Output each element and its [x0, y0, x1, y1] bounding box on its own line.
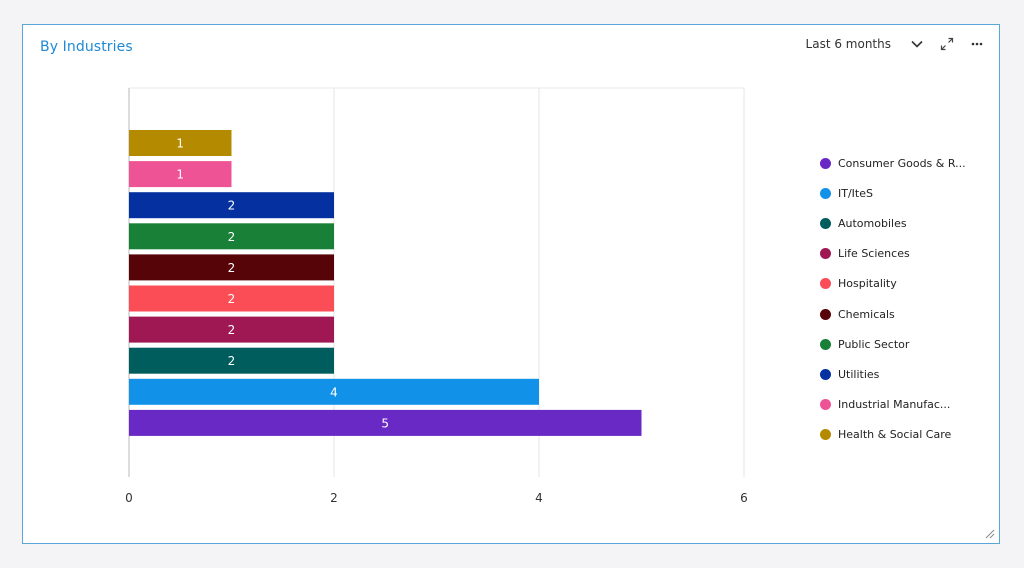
bars-layer: 1 1 2 2 2 2 2 2 4 5 — [129, 130, 642, 436]
bar[interactable] — [129, 409, 642, 436]
x-tick-label: 2 — [330, 491, 338, 505]
card-title: By Industries — [40, 39, 133, 55]
bar[interactable] — [129, 192, 334, 219]
legend-swatch — [820, 308, 831, 320]
legend-label: Utilities — [838, 367, 880, 381]
bar[interactable] — [129, 347, 334, 374]
legend-swatch — [820, 429, 831, 441]
legend-swatch — [820, 338, 831, 350]
card-toolbar: Last 6 months — [806, 34, 985, 54]
bar-value-label: 2 — [228, 354, 236, 368]
legend-label: Life Sciences — [838, 247, 910, 261]
chart-legend: Consumer Goods & R... IT/IteS Automobiles L… — [820, 148, 990, 450]
bar[interactable] — [129, 161, 232, 188]
bar[interactable] — [129, 285, 334, 312]
legend-item[interactable]: Industrial Manufac... — [820, 390, 990, 420]
legend-label: Hospitality — [838, 277, 897, 291]
legend-label: Health & Social Care — [838, 428, 952, 442]
x-tick-label: 6 — [740, 491, 748, 505]
bar-value-label: 1 — [176, 168, 184, 182]
x-tick-label: 0 — [125, 491, 133, 505]
chart-card: By Industries Last 6 months 1 1 2 2 2 2 2 2 4 5 — [22, 24, 1000, 544]
legend-label: Consumer Goods & R... — [838, 156, 966, 170]
legend-label: Public Sector — [838, 337, 910, 351]
chevron-down-icon[interactable] — [909, 36, 925, 52]
x-tick-label: 4 — [535, 491, 543, 505]
time-range-select[interactable]: Last 6 months — [806, 36, 925, 52]
legend-item[interactable]: Hospitality — [820, 269, 990, 299]
expand-icon[interactable] — [939, 36, 955, 52]
legend-swatch — [820, 278, 831, 290]
bar-value-label: 2 — [228, 261, 236, 275]
legend-swatch — [820, 187, 831, 199]
legend-label: Chemicals — [838, 307, 895, 321]
bar-value-label: 4 — [330, 385, 338, 399]
bar-value-label: 5 — [381, 416, 389, 430]
legend-item[interactable]: IT/IteS — [820, 178, 990, 208]
x-axis-ticks: 0 2 4 6 — [125, 491, 748, 505]
legend-item[interactable]: Public Sector — [820, 329, 990, 359]
legend-label: Automobiles — [838, 216, 907, 230]
bar[interactable] — [129, 316, 334, 343]
legend-item[interactable]: Life Sciences — [820, 239, 990, 269]
bar-value-label: 2 — [228, 199, 236, 213]
legend-item[interactable]: Automobiles — [820, 208, 990, 238]
legend-swatch — [820, 248, 831, 260]
time-range-label: Last 6 months — [805, 37, 891, 51]
legend-label: IT/IteS — [838, 186, 873, 200]
legend-item[interactable]: Health & Social Care — [820, 420, 990, 450]
legend-item[interactable]: Consumer Goods & R... — [820, 148, 990, 178]
legend-swatch — [820, 217, 831, 229]
resize-handle-icon[interactable] — [983, 527, 995, 539]
legend-swatch — [820, 157, 831, 169]
bar[interactable] — [129, 223, 334, 250]
bar[interactable] — [129, 130, 232, 156]
bar-value-label: 1 — [176, 137, 184, 151]
legend-swatch — [820, 399, 831, 411]
bar[interactable] — [129, 378, 539, 405]
legend-item[interactable]: Chemicals — [820, 299, 990, 329]
legend-swatch — [820, 368, 831, 380]
legend-label: Industrial Manufac... — [838, 398, 951, 412]
bar-value-label: 2 — [228, 323, 236, 337]
bar-chart: 1 1 2 2 2 2 2 2 4 5 0 2 4 6 — [125, 87, 748, 505]
legend-item[interactable]: Utilities — [820, 359, 990, 389]
bar-value-label: 2 — [228, 230, 236, 244]
more-horizontal-icon[interactable] — [969, 36, 985, 52]
bar-value-label: 2 — [228, 292, 236, 306]
bar[interactable] — [129, 254, 334, 281]
